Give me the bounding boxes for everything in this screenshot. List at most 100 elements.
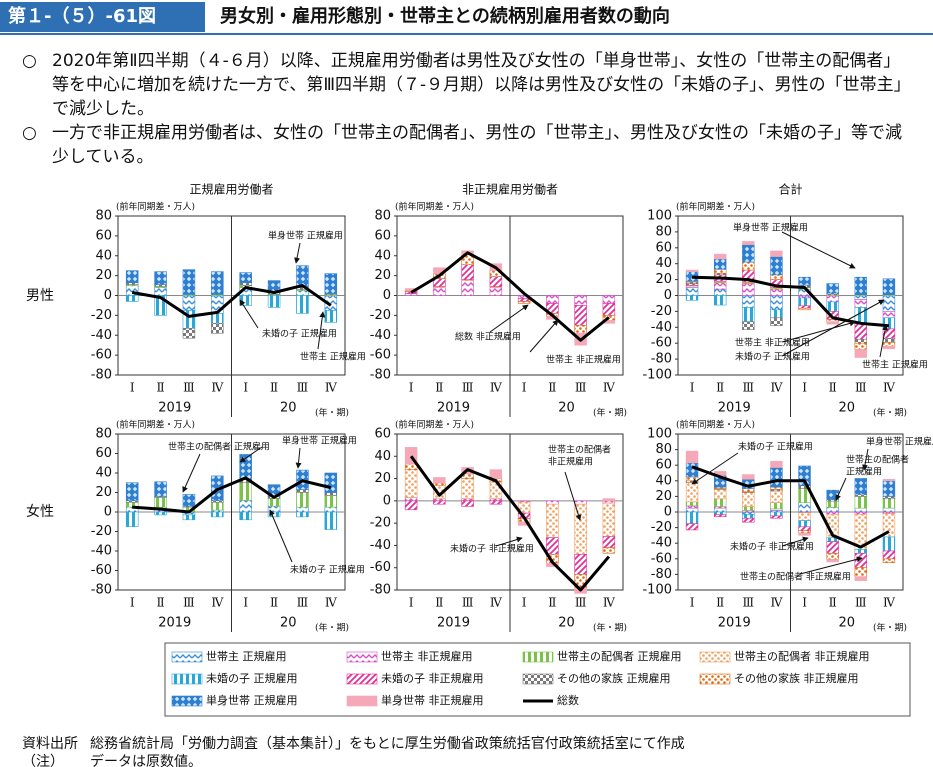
x-tick-label: Ⅱ [156, 381, 164, 395]
bar-segment [713, 288, 727, 296]
bar-segment [854, 576, 868, 581]
annotation: 未婚の子 正規雇用 [262, 328, 337, 340]
bar-segment [461, 500, 474, 507]
annotation-arrow [269, 509, 293, 563]
bar-segment [461, 264, 474, 280]
bar-segment [713, 295, 727, 306]
x-tick-label: Ⅲ [297, 381, 309, 395]
year-label: 2019 [437, 616, 470, 631]
bar-segment [239, 482, 252, 501]
bar-segment [882, 346, 896, 350]
bar-segment [770, 486, 783, 490]
x-tick-label: Ⅰ [243, 596, 248, 610]
annotation-arrow [781, 231, 856, 269]
bar-segment [798, 526, 811, 532]
x-tick-label: Ⅳ [211, 596, 224, 610]
bar-segment [404, 469, 418, 498]
bullet-text: 一方で非正規雇用労働者は、女性の「世帯主の配偶者」、男性の「世帯主」、男性及び女… [52, 123, 902, 167]
annotation: 単身世帯 正規雇用 [282, 435, 357, 447]
legend-swatch [346, 651, 378, 663]
y-tick-label: -20 [651, 304, 672, 319]
annotation: 単身世帯 正規雇用 [866, 436, 933, 448]
y-tick-label: -100 [642, 368, 672, 383]
bar-segment [685, 501, 699, 507]
bar-segment [433, 287, 446, 296]
x-tick-label: Ⅳ [603, 596, 616, 610]
bar-segment [296, 492, 309, 508]
y-tick-label: 0 [104, 505, 112, 520]
bar-segment [854, 493, 868, 497]
bar-segment [546, 500, 559, 505]
bullet: ○ 2020年第Ⅱ四半期（４-６月）以降、正規雇用労働者は男性及び女性の「単身世帯… [22, 49, 917, 121]
x-tick-label: Ⅳ [490, 596, 503, 610]
bar-segment [742, 261, 755, 271]
year-label: 2019 [718, 401, 751, 416]
bar-segment [574, 503, 587, 555]
bar-segment [324, 273, 338, 294]
bar-segment [713, 268, 727, 274]
x-tick-label: Ⅱ [270, 381, 278, 395]
bar-segment [882, 342, 896, 347]
annotation: 未婚の子 非正規雇用 [730, 541, 814, 553]
total-line [132, 476, 332, 514]
year-label: 20 [838, 616, 855, 631]
bar-segment [742, 517, 755, 523]
bar-segment [742, 511, 755, 515]
bar-segment [742, 488, 755, 493]
bar-segment [154, 271, 167, 285]
bar-segment [713, 514, 727, 517]
annotation: 単身世帯 正規雇用 [268, 230, 343, 242]
x-tick-label: Ⅰ [130, 381, 135, 395]
annotation-arrow [489, 304, 529, 333]
y-tick-label: 100 [647, 427, 672, 442]
x-tick-label: Ⅳ [770, 381, 783, 395]
y-tick-label: 0 [664, 505, 672, 520]
source-label: 資料出所 [22, 736, 78, 752]
bar-segment [826, 553, 839, 560]
y-tick-label: -60 [91, 348, 112, 363]
bar-segment [574, 554, 587, 575]
x-tick-label: Ⅳ [883, 381, 896, 395]
bar-segment [826, 559, 839, 563]
bar-segment [770, 274, 783, 280]
year-label: 20 [280, 401, 297, 416]
year-label: 20 [558, 616, 575, 631]
y-tick-label: 40 [95, 466, 112, 481]
bar-segment [798, 276, 811, 286]
bar-segment [685, 482, 699, 503]
bar-segment [211, 323, 224, 334]
bar-segment [826, 507, 839, 513]
bar-segment [713, 253, 727, 260]
bar-segment [770, 490, 783, 503]
bar-segment [125, 270, 139, 283]
bar-segment [267, 511, 281, 518]
total-line [131, 284, 332, 318]
note: （注） データは原数値。 [22, 751, 202, 767]
bar-segment [713, 498, 727, 507]
y-tick-label: -40 [91, 328, 112, 343]
y-tick-label: 60 [95, 228, 112, 243]
x-tick-label: Ⅲ [462, 381, 474, 395]
bar-segment [854, 567, 868, 578]
bar-segment [324, 511, 338, 530]
x-unit: (年・期) [315, 622, 349, 634]
bar-segment [489, 469, 503, 479]
bar-segment [602, 498, 616, 502]
bar-segment [854, 553, 868, 568]
bar-segment [433, 477, 446, 484]
bar-segment [770, 502, 783, 510]
source: 資料出所 総務省統計局「労働力調査（基本集計）」をもとに厚生労働省政策統括官付政策… [22, 733, 685, 753]
y-tick-label: -40 [91, 544, 112, 559]
y-tick-label: 40 [655, 473, 672, 488]
bar-segment [882, 311, 896, 319]
y-tick-label: 60 [655, 240, 672, 255]
x-tick-label: Ⅲ [183, 596, 195, 610]
bar-segment [517, 301, 531, 304]
y-unit: (前年同期差・万人) [395, 419, 474, 431]
bar-segment [854, 549, 868, 554]
bar-segment [685, 511, 699, 524]
annotation-arrow [239, 446, 263, 463]
bar-segment [685, 507, 699, 513]
bar-segment [882, 558, 896, 563]
